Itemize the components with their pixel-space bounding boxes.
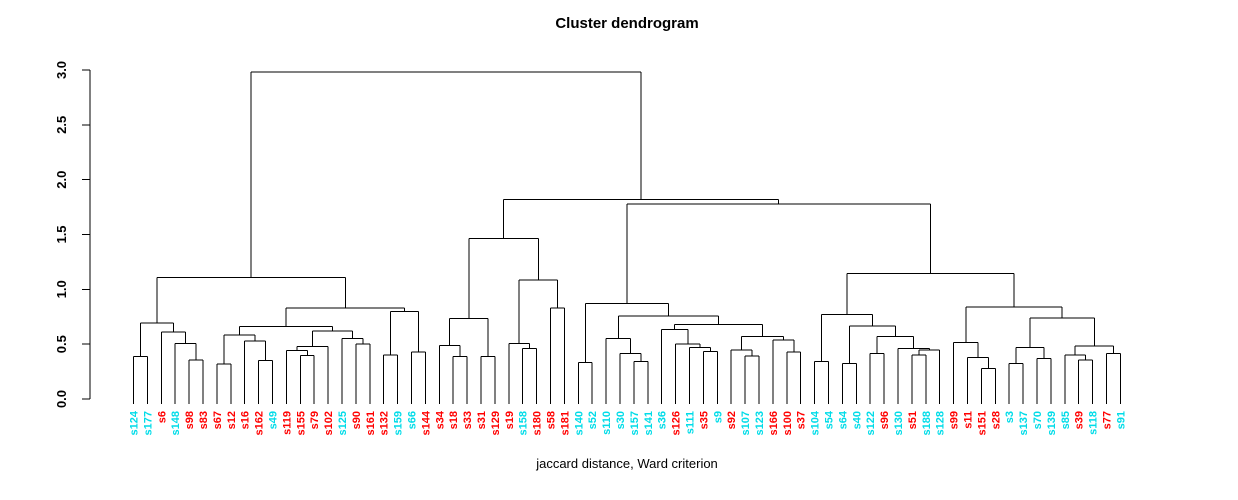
leaf-label-s162: s162: [254, 411, 266, 435]
leaf-label-s107: s107: [740, 411, 752, 435]
leaf-label-s37: s37: [796, 411, 808, 429]
leaf-label-s151: s151: [976, 411, 988, 435]
leaf-label-s91: s91: [1115, 411, 1127, 429]
leaf-label-s70: s70: [1032, 411, 1044, 429]
leaf-label-s181: s181: [559, 411, 571, 435]
leaf-label-s158: s158: [518, 411, 530, 435]
y-axis: 0.0 0.5 1.0 1.5 2.0 2.5 3.0: [54, 61, 91, 408]
y-tick-label: 2.5: [54, 116, 69, 134]
leaf-label-s33: s33: [462, 411, 474, 429]
leaf-label-s83: s83: [198, 411, 210, 429]
leaf-label-s98: s98: [184, 411, 196, 429]
leaf-label-s54: s54: [824, 410, 836, 429]
leaf-label-s18: s18: [448, 411, 460, 429]
leaf-label-s100: s100: [782, 411, 794, 435]
leaf-label-s139: s139: [1046, 411, 1058, 435]
leaf-label-s77: s77: [1102, 411, 1114, 429]
leaf-label-s161: s161: [365, 411, 377, 435]
leaf-label-s92: s92: [726, 411, 738, 429]
leaf-label-s66: s66: [407, 411, 419, 429]
leaf-label-s130: s130: [893, 411, 905, 435]
leaf-label-s148: s148: [170, 411, 182, 435]
leaf-label-s140: s140: [573, 411, 585, 435]
leaf-labels: s124 s177 s6 s148 s98 s83 s67 s12 s16 s162 s49 s119…: [129, 410, 1128, 435]
leaf-label-s155: s155: [295, 411, 307, 435]
plot-title: Cluster dendrogram: [555, 15, 698, 32]
y-tick-label: 3.0: [54, 61, 69, 79]
leaf-label-s85: s85: [1060, 411, 1072, 429]
leaf-label-s90: s90: [351, 411, 363, 429]
leaf-label-s110: s110: [601, 411, 613, 435]
leaf-label-s118: s118: [1088, 411, 1100, 435]
leaf-label-s166: s166: [768, 411, 780, 435]
leaf-label-s188: s188: [921, 411, 933, 435]
leaf-label-s132: s132: [379, 411, 391, 435]
leaf-label-s6: s6: [156, 411, 168, 423]
leaf-label-s99: s99: [949, 411, 961, 429]
leaf-label-s64: s64: [837, 410, 849, 429]
leaf-label-s49: s49: [268, 411, 280, 429]
leaf-label-s141: s141: [643, 411, 655, 435]
leaf-label-s9: s9: [712, 411, 724, 423]
leaf-label-s180: s180: [532, 411, 544, 435]
leaf-label-s111: s111: [685, 411, 697, 434]
leaf-label-s19: s19: [504, 411, 516, 429]
leaf-label-s159: s159: [393, 411, 405, 435]
leaf-label-s104: s104: [810, 410, 822, 435]
y-tick-label: 1.5: [54, 225, 69, 243]
leaf-label-s51: s51: [907, 411, 919, 429]
leaf-label-s11: s11: [963, 411, 975, 429]
leaf-label-s30: s30: [615, 411, 627, 429]
leaf-label-s126: s126: [671, 411, 683, 435]
leaf-label-s3: s3: [1004, 411, 1016, 423]
leaf-label-s129: s129: [490, 411, 502, 435]
leaf-label-s177: s177: [142, 411, 154, 435]
leaf-label-s34: s34: [434, 410, 446, 429]
leaf-label-s119: s119: [281, 411, 293, 435]
y-tick-label: 0.0: [54, 390, 69, 408]
leaf-label-s102: s102: [323, 411, 335, 435]
leaf-label-s39: s39: [1074, 411, 1086, 429]
leaf-label-s36: s36: [657, 411, 669, 429]
x-axis-label: jaccard distance, Ward criterion: [535, 456, 718, 471]
leaf-label-s124: s124: [129, 410, 141, 435]
leaf-label-s157: s157: [629, 411, 641, 435]
dendrogram-tree: [133, 71, 1121, 404]
leaf-label-s79: s79: [309, 411, 321, 429]
leaf-label-s144: s144: [420, 410, 432, 435]
leaf-label-s128: s128: [935, 411, 947, 435]
leaf-label-s28: s28: [990, 411, 1002, 429]
leaf-label-s122: s122: [865, 411, 877, 435]
leaf-label-s31: s31: [476, 411, 488, 429]
y-tick-label: 2.0: [54, 171, 69, 189]
leaf-label-s125: s125: [337, 411, 349, 435]
dendrogram-branches: [133, 71, 1121, 404]
leaf-label-s123: s123: [754, 411, 766, 435]
leaf-label-s35: s35: [698, 411, 710, 429]
leaf-label-s67: s67: [212, 411, 224, 429]
leaf-label-s96: s96: [879, 411, 891, 429]
y-tick-label: 1.0: [54, 280, 69, 298]
leaf-label-s52: s52: [587, 411, 599, 429]
y-tick-label: 0.5: [54, 335, 69, 353]
leaf-label-s40: s40: [851, 411, 863, 429]
leaf-label-s58: s58: [546, 411, 558, 429]
leaf-label-s12: s12: [226, 411, 238, 429]
leaf-label-s137: s137: [1018, 411, 1030, 435]
leaf-label-s16: s16: [240, 411, 252, 429]
